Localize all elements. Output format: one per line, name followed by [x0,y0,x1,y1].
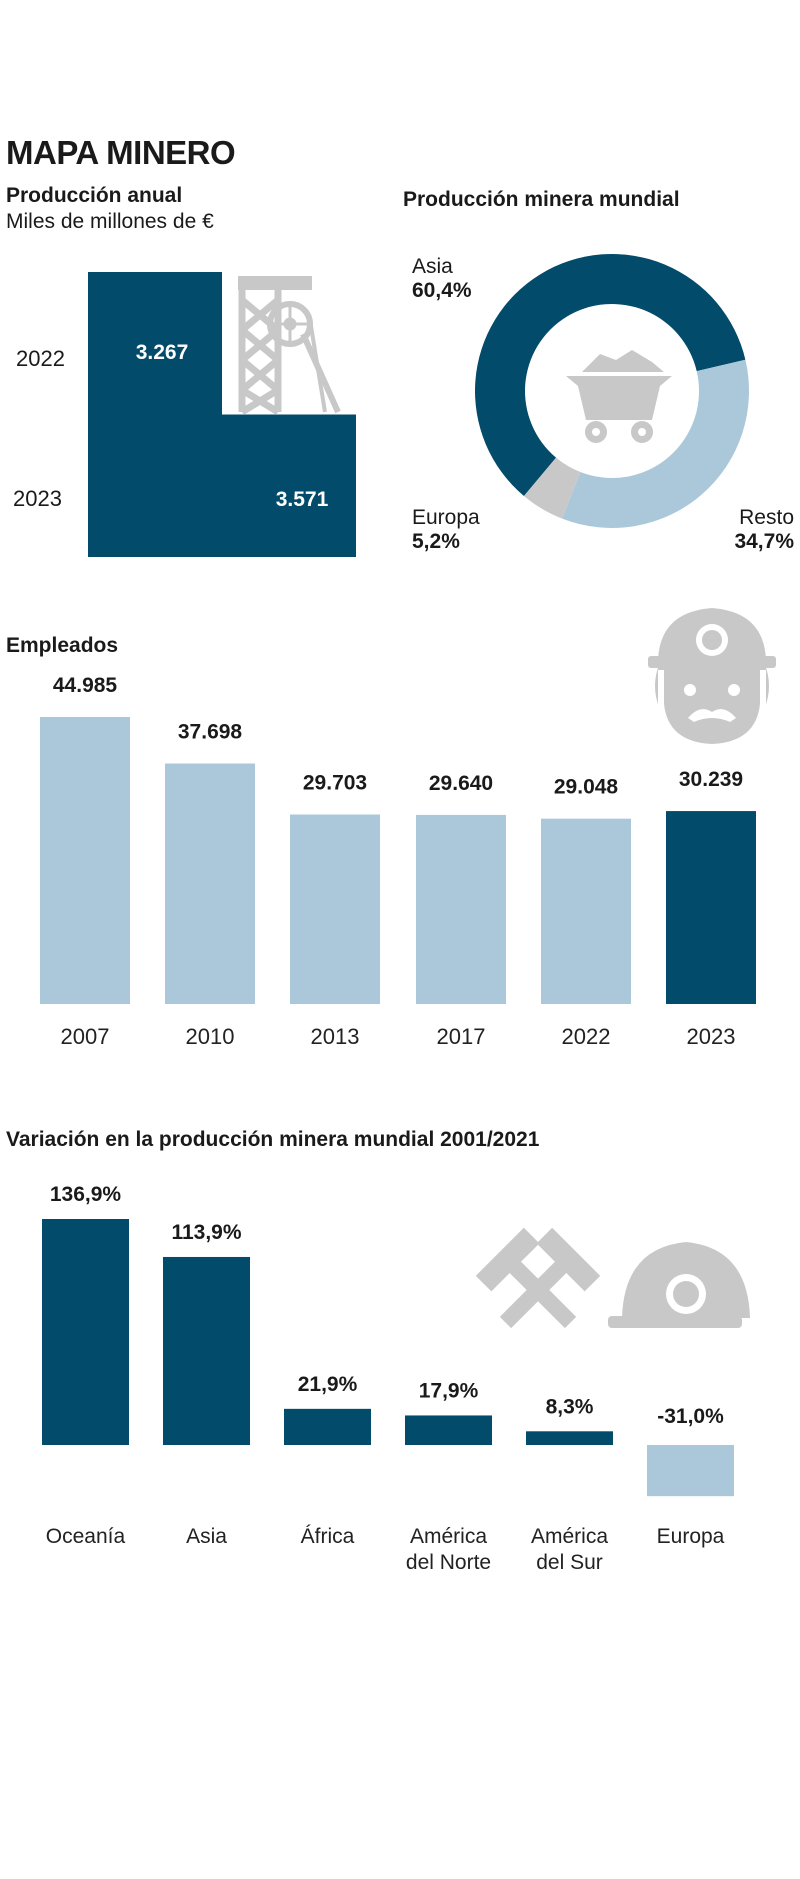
variacion-value-1: 113,9% [171,1221,241,1244]
empleados-bar-2023 [666,811,756,1004]
variacion-bar-3 [405,1415,492,1445]
pie-label-asia: Asia 60,4% [412,255,472,303]
pie-label-asia-name: Asia [412,255,453,278]
pie-label-asia-value: 60,4% [412,279,472,302]
variacion-bar-5 [647,1445,734,1497]
empleados-bar-2022 [541,818,631,1004]
empleados-bar-2010 [165,763,255,1004]
empleados-value-2023: 30.239 [679,768,743,791]
variacion-bar-1 [163,1256,250,1445]
variacion-category-0: Oceanía [46,1525,126,1548]
pie-label-europa-name: Europa [412,506,480,529]
variacion-category-1: Asia [186,1525,227,1548]
empleados-bar-2013 [290,814,380,1004]
pie-label-europa-value: 5,2% [412,530,460,553]
variacion-category-3: América del Norte [406,1525,491,1574]
produccion-chart: 3.267 3.571 [88,272,356,557]
variacion-bar-4 [526,1431,613,1445]
variacion-bar-2 [284,1408,371,1445]
empleados-category-2010: 2010 [186,1024,235,1049]
empleados-bar-2017 [416,814,506,1004]
pie-label-resto-value: 34,7% [734,530,794,553]
pie-label-resto: Resto 34,7% [722,506,794,554]
variacion-bar-0 [42,1219,129,1445]
empleados-value-2013: 29.703 [303,771,367,794]
empleados-value-2010: 37.698 [178,720,243,743]
crossed-hammers-icon [475,1227,601,1329]
page-title: MAPA MINERO [6,134,236,171]
mundial-title: Producción minera mundial [403,188,680,211]
variacion-value-3: 17,9% [419,1379,479,1402]
produccion-year-2022: 2022 [16,346,65,371]
variacion-category-4: América del Sur [531,1525,608,1574]
variacion-chart: 136,9% Oceanía 113,9% Asia 21,9% África 17,9% A… [42,1183,750,1574]
variacion-value-5: -31,0% [657,1405,724,1428]
produccion-value-2023: 3.571 [276,488,329,511]
produccion-year-2023: 2023 [13,486,62,511]
hard-hat-icon [608,1242,750,1328]
mine-headframe-icon [238,276,341,415]
empleados-category-2022: 2022 [562,1024,611,1049]
mine-cart-icon [566,350,672,443]
pie-slice-resto [562,359,749,528]
pie-label-europa: Europa 5,2% [412,506,480,554]
mundial-donut-chart [474,253,749,528]
produccion-subtitle: Miles de millones de € [6,210,214,233]
empleados-category-2013: 2013 [311,1024,360,1049]
empleados-category-2023: 2023 [687,1024,736,1049]
variacion-category-2: África [301,1525,355,1548]
empleados-value-2022: 29.048 [554,776,619,799]
pie-slice-europa [523,457,581,519]
variacion-category-5: Europa [657,1525,725,1548]
empleados-value-2017: 29.640 [429,772,493,795]
empleados-value-2007: 44.985 [53,674,118,697]
empleados-chart: 44.985 2007 37.698 2010 29.703 2013 29.640 2017… [40,608,776,1049]
produccion-bar-2023 [88,414,356,557]
variacion-value-0: 136,9% [50,1183,122,1206]
pie-label-resto-name: Resto [739,506,794,529]
variacion-title: Variación en la producción minera mundia… [6,1128,540,1151]
miner-face-icon [648,608,776,744]
variacion-value-2: 21,9% [298,1373,358,1396]
produccion-title: Producción anual [6,184,183,207]
empleados-category-2007: 2007 [61,1024,110,1049]
variacion-value-4: 8,3% [546,1395,594,1418]
empleados-title: Empleados [6,634,119,657]
empleados-category-2017: 2017 [437,1024,486,1049]
pie-slice-asia [474,253,746,496]
empleados-bar-2007 [40,717,130,1004]
produccion-value-2022: 3.267 [136,341,189,364]
